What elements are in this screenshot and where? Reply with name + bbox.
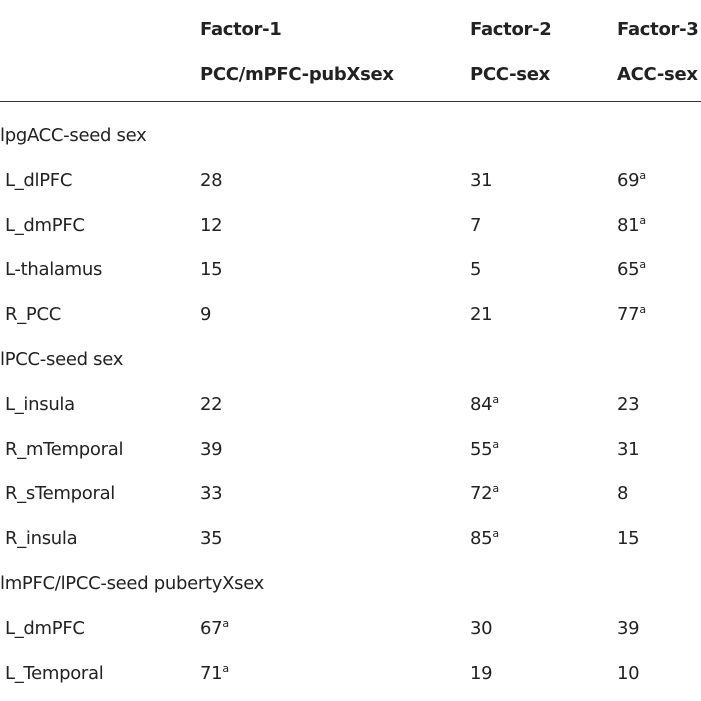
cell-value: 77a — [617, 303, 646, 326]
column-header: Factor-2 — [470, 19, 552, 40]
column-header: Factor-1 — [200, 19, 282, 40]
row-label: R_mTemporal — [5, 438, 124, 460]
cell-value: 15 — [200, 259, 223, 281]
cell-value: 67a — [200, 616, 229, 639]
footnote-mark: a — [639, 213, 646, 227]
cell-value: 69a — [617, 168, 646, 191]
cell-value: 39 — [617, 617, 640, 639]
cell-value: 35 — [200, 528, 223, 550]
cell-value: 33 — [200, 483, 223, 505]
cell-value: 72a — [470, 482, 499, 505]
row-label: R_PCC — [5, 304, 61, 326]
footnote-mark: a — [222, 661, 229, 675]
footnote-mark: a — [639, 303, 646, 317]
row-label: L-thalamus — [5, 259, 103, 281]
footnote-mark: a — [222, 616, 229, 630]
cell-value: 85a — [470, 527, 499, 550]
column-header: PCC/mPFC-pubXsex — [200, 64, 394, 85]
cell-value: 7 — [470, 214, 482, 236]
cell-value: 21 — [470, 304, 493, 326]
footnote-mark: a — [492, 392, 499, 406]
footnote-mark: a — [492, 527, 499, 541]
cell-value: 10 — [617, 662, 640, 684]
row-label: L_dmPFC — [5, 214, 85, 236]
footnote-mark: a — [639, 168, 646, 182]
row-label: L_insula — [5, 393, 75, 415]
cell-value: 31 — [470, 169, 493, 191]
row-label: L_dmPFC — [5, 617, 85, 639]
section-title: lmPFC/lPCC-seed pubertyXsex — [0, 573, 265, 594]
cell-value: 19 — [470, 662, 493, 684]
cell-value: 5 — [470, 259, 482, 281]
cell-value: 84a — [470, 392, 499, 415]
column-header: ACC-sex — [617, 64, 698, 85]
header-rule — [0, 101, 701, 102]
cell-value: 15 — [617, 528, 640, 550]
column-header: PCC-sex — [470, 64, 550, 85]
cell-value: 30 — [470, 617, 493, 639]
row-label: R_insula — [5, 528, 78, 550]
section-title: lpgACC-seed sex — [0, 125, 147, 146]
cell-value: 81a — [617, 213, 646, 236]
footnote-mark: a — [492, 437, 499, 451]
row-label: R_sTemporal — [5, 483, 115, 505]
cell-value: 39 — [200, 438, 223, 460]
cell-value: 8 — [617, 483, 629, 505]
row-label: L_dlPFC — [5, 169, 73, 191]
cell-value: 55a — [470, 437, 499, 460]
cell-value: 31 — [617, 438, 640, 460]
section-title: lPCC-seed sex — [0, 349, 124, 370]
cell-value: 9 — [200, 304, 212, 326]
cell-value: 23 — [617, 393, 640, 415]
footnote-mark: a — [639, 258, 646, 272]
cell-value: 71a — [200, 661, 229, 684]
cell-value: 28 — [200, 169, 223, 191]
row-label: L_Temporal — [5, 662, 104, 684]
cell-value: 65a — [617, 258, 646, 281]
cell-value: 12 — [200, 214, 223, 236]
cell-value: 22 — [200, 393, 223, 415]
column-header: Factor-3 — [617, 19, 699, 40]
footnote-mark: a — [492, 482, 499, 496]
